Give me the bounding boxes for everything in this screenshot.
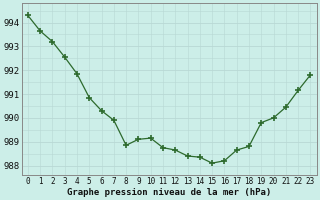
X-axis label: Graphe pression niveau de la mer (hPa): Graphe pression niveau de la mer (hPa) (67, 188, 271, 197)
